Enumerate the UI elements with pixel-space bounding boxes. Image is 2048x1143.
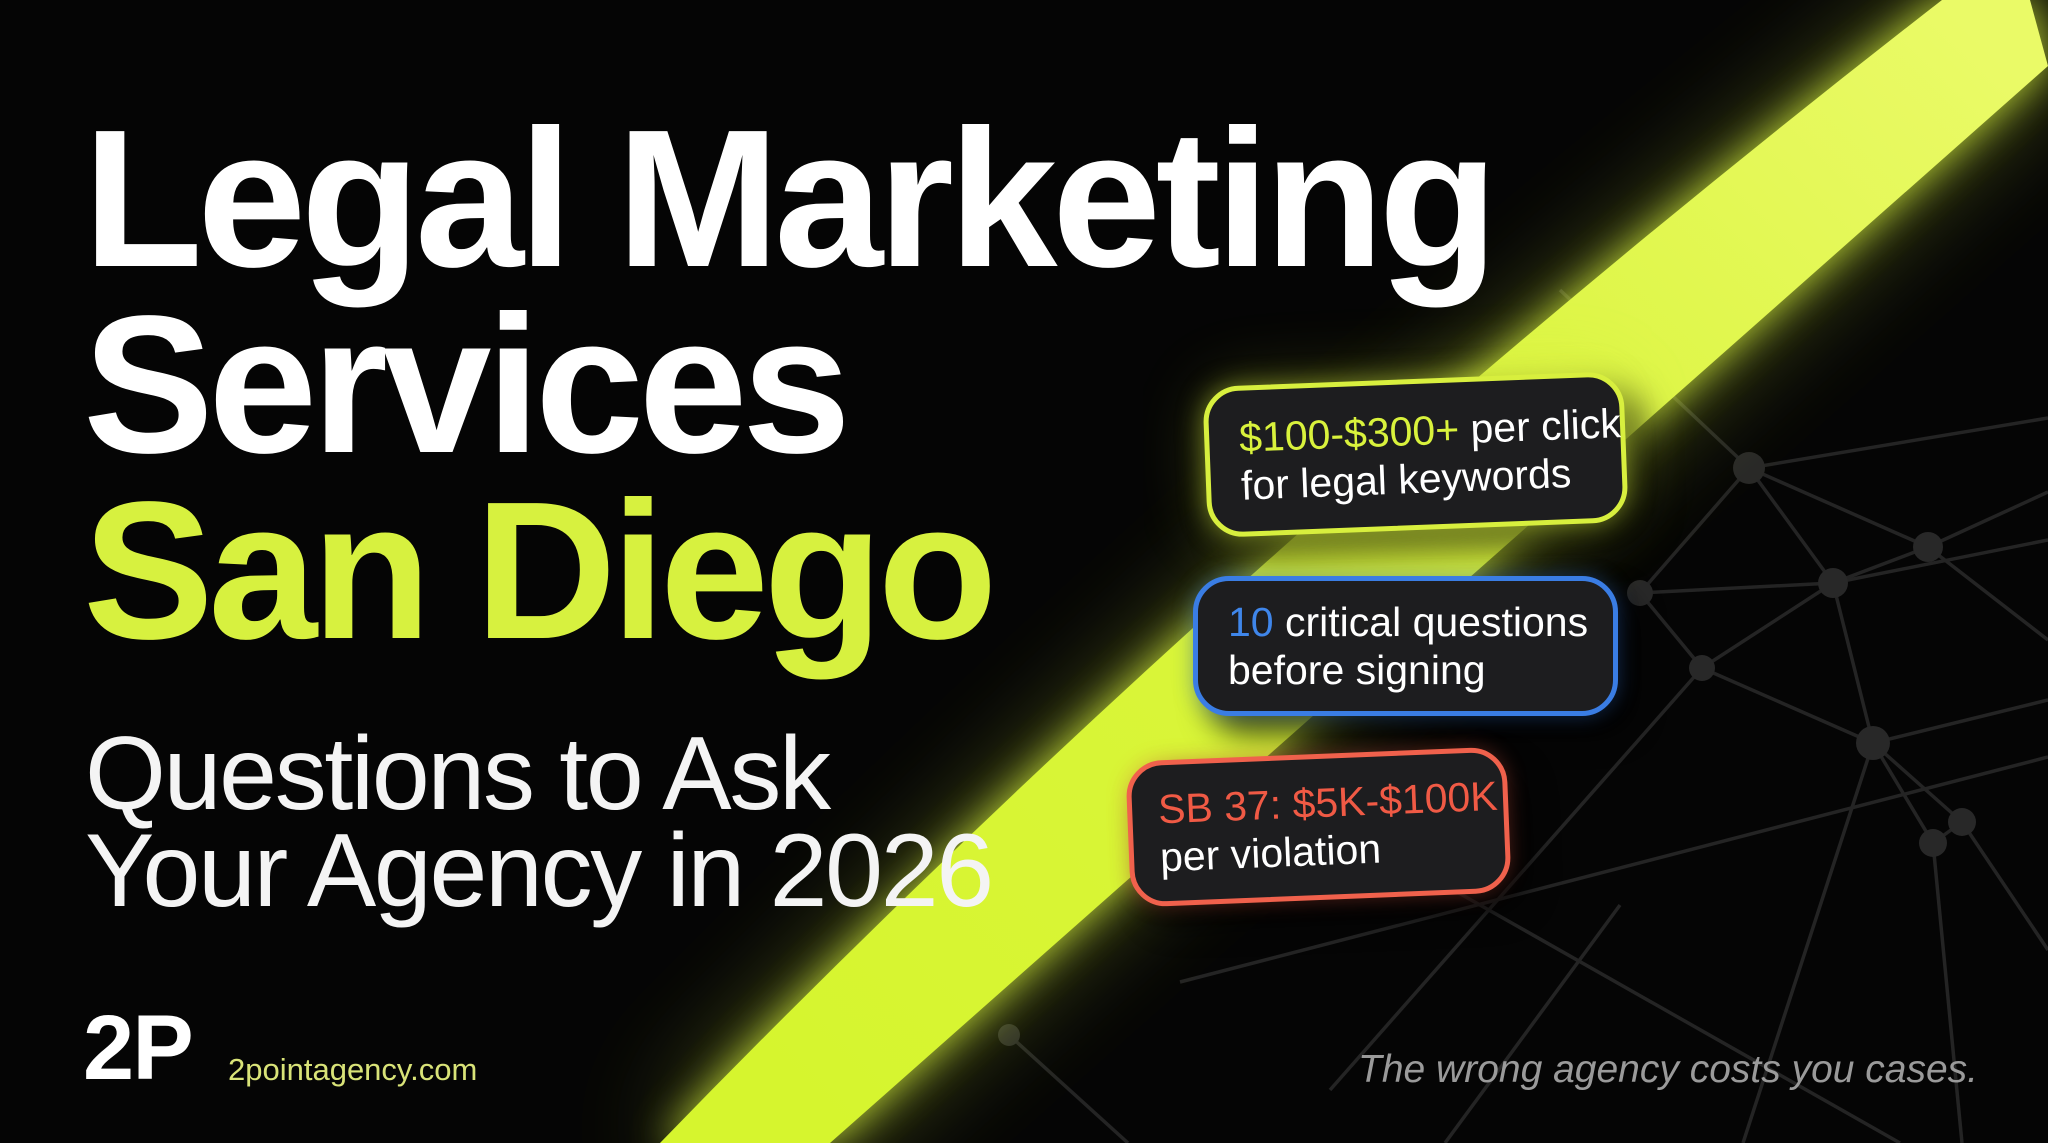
beam-core xyxy=(660,0,2048,1143)
subtitle-line-2: Your Agency in 2026 xyxy=(85,813,994,929)
page-title: Legal Marketing Services San Diego xyxy=(83,89,1498,680)
callout-questions-highlight: 10 xyxy=(1228,599,1274,645)
callout-cpc-highlight: $100-$300+ xyxy=(1238,405,1460,461)
callout-critical-questions: 10 critical questions before signing xyxy=(1193,576,1618,716)
title-line-3-city: San Diego xyxy=(83,461,997,680)
brand-logo: 2P xyxy=(83,997,194,1099)
callout-questions-line-2: before signing xyxy=(1228,647,1486,693)
network-nodes xyxy=(998,452,1976,1046)
callout-cpc-cost: $100-$300+ per click for legal keywords xyxy=(1202,370,1629,539)
callout-sb37-fines: SB 37: $5K-$100K per violation xyxy=(1125,746,1512,908)
title-line-2: Services xyxy=(83,275,851,494)
page-subtitle: Questions to Ask Your Agency in 2026 xyxy=(85,716,994,929)
callout-cpc-rest: per click xyxy=(1458,399,1622,452)
callout-questions-line-1: 10 critical questions xyxy=(1228,598,1588,646)
title-line-1: Legal Marketing xyxy=(83,89,1498,308)
website-url: 2pointagency.com xyxy=(228,1052,478,1087)
tagline-quote: The wrong agency costs you cases. xyxy=(1358,1048,1978,1091)
callout-questions-rest: critical questions xyxy=(1273,599,1589,645)
subtitle-line-1: Questions to Ask xyxy=(85,716,831,832)
